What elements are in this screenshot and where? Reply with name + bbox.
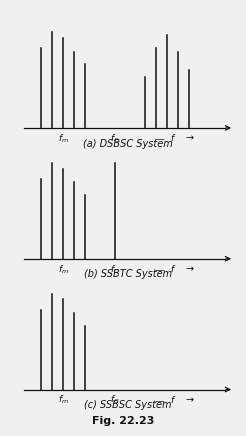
Text: $\rightarrow$: $\rightarrow$ bbox=[184, 394, 196, 404]
Text: (b) SSBTC System: (b) SSBTC System bbox=[84, 269, 172, 279]
Text: $\rightarrow$: $\rightarrow$ bbox=[184, 132, 196, 142]
Text: $f_C$: $f_C$ bbox=[110, 132, 120, 145]
Text: (c) SSBSC System: (c) SSBSC System bbox=[84, 400, 172, 410]
Text: $f$: $f$ bbox=[170, 394, 177, 405]
Text: $\mathregular{—}$: $\mathregular{—}$ bbox=[154, 394, 165, 404]
Text: $\mathregular{—}$: $\mathregular{—}$ bbox=[154, 263, 165, 273]
Text: $\mathregular{—}$: $\mathregular{—}$ bbox=[154, 132, 165, 142]
Text: $f_C$: $f_C$ bbox=[110, 394, 120, 406]
Text: $f_C$: $f_C$ bbox=[110, 263, 120, 276]
Text: $f_m$: $f_m$ bbox=[58, 263, 68, 276]
Text: $f$: $f$ bbox=[170, 132, 177, 143]
Text: $f$: $f$ bbox=[170, 263, 177, 274]
Text: $f_m$: $f_m$ bbox=[58, 132, 68, 145]
Text: Fig. 22.23: Fig. 22.23 bbox=[92, 416, 154, 426]
Text: $f_m$: $f_m$ bbox=[58, 394, 68, 406]
Text: $\rightarrow$: $\rightarrow$ bbox=[184, 263, 196, 273]
Text: (a) DSBSC System: (a) DSBSC System bbox=[83, 139, 173, 149]
